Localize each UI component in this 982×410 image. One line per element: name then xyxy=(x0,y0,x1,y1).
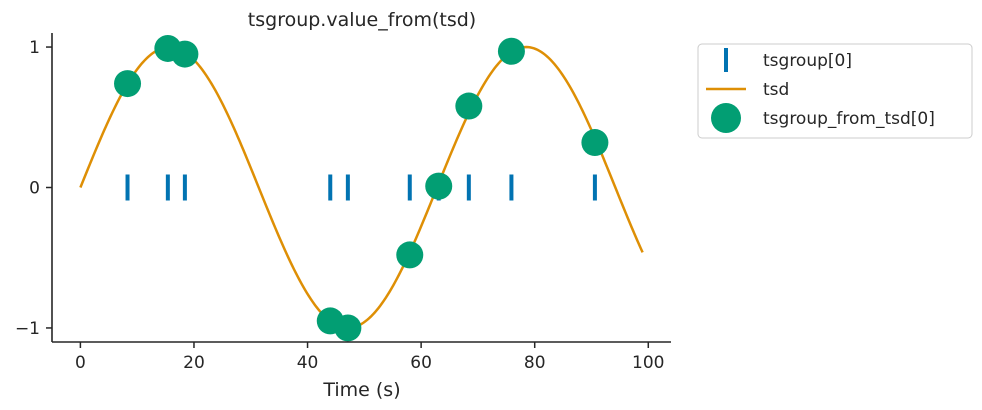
tsgroup-from-tsd-point xyxy=(425,172,453,200)
x-axis-label: Time (s) xyxy=(322,379,400,401)
tsgroup-from-tsd-point xyxy=(114,70,142,98)
tsgroup-from-tsd-point xyxy=(455,92,483,120)
chart-title: tsgroup.value_from(tsd) xyxy=(248,9,476,31)
plot-area xyxy=(79,34,644,342)
x-tick-label: 20 xyxy=(183,353,205,373)
x-ticks: 0 20 40 60 80 100 xyxy=(75,342,665,373)
y-tick-label: −1 xyxy=(15,319,40,339)
x-tick-label: 80 xyxy=(524,353,546,373)
tsgroup-from-tsd-point xyxy=(396,241,424,269)
legend-entry-tsgroup: tsgroup[0] xyxy=(724,48,852,72)
legend-entry-tsd: tsd xyxy=(706,80,789,100)
tsgroup-from-tsd-point xyxy=(581,129,609,157)
x-tick-label: 40 xyxy=(297,353,319,373)
y-ticks: −1 0 1 xyxy=(15,38,52,339)
legend-entry-tsgroup-from-tsd: tsgroup_from_tsd[0] xyxy=(711,103,935,133)
x-tick-label: 60 xyxy=(410,353,432,373)
tsd-line xyxy=(79,45,644,330)
legend-label-tsgroup-from-tsd: tsgroup_from_tsd[0] xyxy=(763,109,935,129)
tsgroup-from-tsd-point xyxy=(171,40,199,68)
y-tick-label: 0 xyxy=(29,179,40,199)
x-tick-label: 0 xyxy=(75,353,86,373)
x-tick-label: 100 xyxy=(632,353,664,373)
legend-label-tsgroup: tsgroup[0] xyxy=(763,51,852,71)
tsgroup-from-tsd-point xyxy=(497,37,525,65)
y-tick-label: 1 xyxy=(29,38,40,58)
axes xyxy=(51,33,671,343)
legend-label-tsd: tsd xyxy=(763,80,789,100)
legend: tsgroup[0] tsd tsgroup_from_tsd[0] xyxy=(697,43,973,139)
legend-frame xyxy=(697,43,973,139)
legend-marker-tsgroup-from-tsd xyxy=(711,103,741,133)
tsgroup-from-tsd-point xyxy=(334,314,362,342)
